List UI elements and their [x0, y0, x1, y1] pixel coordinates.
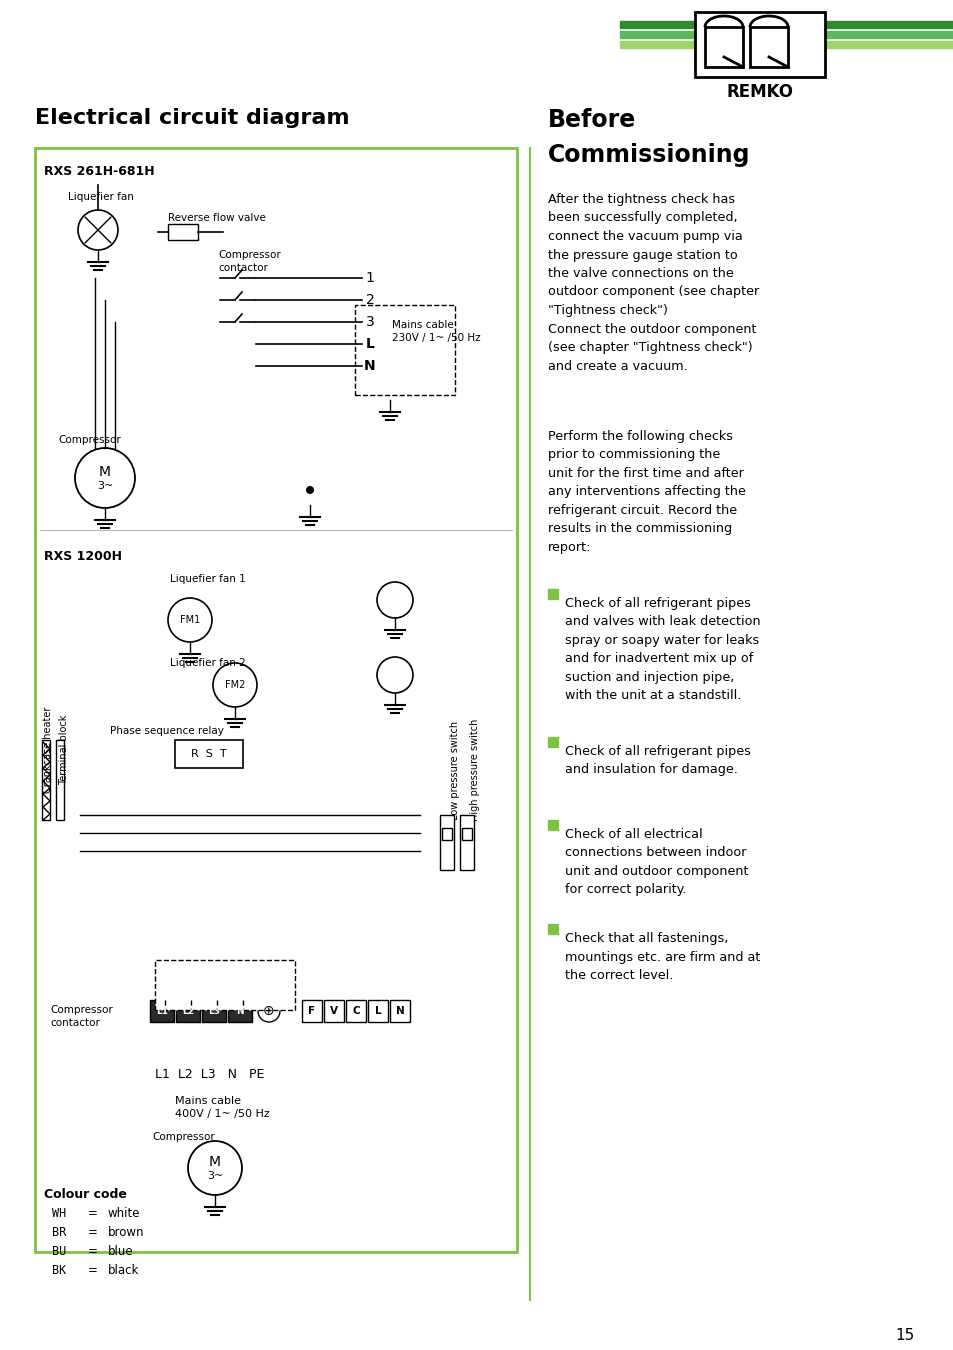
Text: L2: L2 — [182, 1007, 193, 1015]
Bar — [368, 1000, 388, 1022]
Text: =: = — [88, 1207, 98, 1220]
Text: Colour code: Colour code — [44, 1188, 127, 1202]
Text: Compressor
contactor: Compressor contactor — [50, 1004, 112, 1029]
Text: brown: brown — [108, 1226, 144, 1239]
Text: 3~: 3~ — [97, 481, 113, 491]
Text: Phase sequence relay: Phase sequence relay — [110, 726, 224, 736]
Bar — [619, 40, 953, 49]
Bar — [175, 1000, 200, 1022]
Bar — [154, 960, 294, 1010]
Text: R  S  T: R S T — [191, 749, 227, 759]
Bar — [168, 224, 198, 240]
Bar — [547, 923, 558, 934]
Text: 3: 3 — [365, 315, 374, 329]
Text: L: L — [375, 1006, 381, 1017]
Bar — [324, 1000, 344, 1022]
Text: L1  L2  L3   N   PE: L1 L2 L3 N PE — [154, 1068, 264, 1081]
Text: High pressure switch: High pressure switch — [470, 718, 479, 821]
Text: Terminal block: Terminal block — [59, 714, 69, 786]
Text: Compressor: Compressor — [58, 435, 121, 446]
Text: RXS 261H-681H: RXS 261H-681H — [44, 165, 154, 178]
Bar — [619, 31, 953, 38]
Text: white: white — [108, 1207, 140, 1220]
Text: blue: blue — [108, 1245, 133, 1258]
Text: Electrical circuit diagram: Electrical circuit diagram — [35, 108, 349, 128]
Text: Perform the following checks
prior to commissioning the
unit for the first time : Perform the following checks prior to co… — [547, 431, 745, 554]
Text: L3: L3 — [208, 1007, 220, 1015]
Bar — [302, 1000, 322, 1022]
Text: BU: BU — [52, 1245, 66, 1258]
Text: BK: BK — [52, 1264, 66, 1277]
Text: BR: BR — [52, 1226, 66, 1239]
Bar — [174, 740, 243, 768]
Bar — [749, 27, 787, 68]
Text: L1: L1 — [156, 1007, 168, 1015]
Bar — [56, 740, 64, 819]
Text: V: V — [330, 1006, 337, 1017]
Text: 2: 2 — [365, 293, 374, 306]
Text: Liquefier fan 1: Liquefier fan 1 — [170, 574, 246, 585]
Text: C: C — [352, 1006, 359, 1017]
Bar — [619, 22, 953, 28]
Bar — [228, 1000, 252, 1022]
Text: Liquefier fan: Liquefier fan — [68, 192, 133, 202]
Bar — [695, 12, 824, 77]
Text: Compressor: Compressor — [152, 1133, 214, 1142]
Bar — [441, 828, 452, 840]
Text: =: = — [88, 1245, 98, 1258]
Text: Check of all electrical
connections between indoor
unit and outdoor component
fo: Check of all electrical connections betw… — [564, 828, 748, 896]
Circle shape — [257, 1000, 280, 1022]
Text: N: N — [395, 1006, 404, 1017]
Bar — [547, 589, 558, 599]
Text: M: M — [99, 464, 111, 479]
Bar — [459, 815, 474, 869]
Bar — [346, 1000, 366, 1022]
Text: Low pressure switch: Low pressure switch — [450, 721, 459, 819]
Bar — [461, 828, 472, 840]
Text: Compressor
contactor: Compressor contactor — [218, 250, 280, 273]
Bar — [42, 740, 50, 819]
Text: =: = — [88, 1226, 98, 1239]
Text: Liquefier fan 2: Liquefier fan 2 — [170, 657, 246, 668]
Bar — [547, 819, 558, 830]
Text: F: F — [308, 1006, 315, 1017]
Text: 15: 15 — [895, 1327, 914, 1342]
Circle shape — [306, 486, 314, 494]
Bar — [150, 1000, 173, 1022]
Bar — [35, 148, 517, 1251]
Text: RXS 1200H: RXS 1200H — [44, 549, 122, 563]
Text: Crankcase heater: Crankcase heater — [43, 707, 53, 794]
Text: N: N — [364, 359, 375, 373]
Text: ⊕: ⊕ — [263, 1004, 274, 1018]
Bar — [202, 1000, 226, 1022]
Text: Check that all fastenings,
mountings etc. are firm and at
the correct level.: Check that all fastenings, mountings etc… — [564, 931, 760, 981]
Bar — [355, 305, 455, 396]
Text: N: N — [236, 1007, 244, 1015]
Bar — [547, 737, 558, 747]
Text: FM2: FM2 — [225, 680, 245, 690]
Text: Commissioning: Commissioning — [547, 143, 750, 167]
Text: Check of all refrigerant pipes
and valves with leak detection
spray or soapy wat: Check of all refrigerant pipes and valve… — [564, 597, 760, 702]
Bar — [704, 27, 742, 68]
Text: Check of all refrigerant pipes
and insulation for damage.: Check of all refrigerant pipes and insul… — [564, 745, 750, 776]
Bar — [439, 815, 454, 869]
Text: 3~: 3~ — [207, 1170, 223, 1181]
Text: WH: WH — [52, 1207, 66, 1220]
Text: Mains cable
230V / 1~ /50 Hz: Mains cable 230V / 1~ /50 Hz — [392, 320, 480, 343]
Text: REMKO: REMKO — [726, 82, 793, 101]
Text: black: black — [108, 1264, 139, 1277]
Text: Mains cable
400V / 1~ /50 Hz: Mains cable 400V / 1~ /50 Hz — [174, 1096, 270, 1119]
Text: 1: 1 — [365, 271, 374, 285]
Bar — [390, 1000, 410, 1022]
Text: M: M — [209, 1156, 221, 1169]
Text: L: L — [365, 338, 374, 351]
Text: FM1: FM1 — [180, 616, 200, 625]
Text: Before: Before — [547, 108, 636, 132]
Text: =: = — [88, 1264, 98, 1277]
Text: Reverse flow valve: Reverse flow valve — [168, 213, 266, 223]
Text: After the tightness check has
been successfully completed,
connect the vacuum pu: After the tightness check has been succe… — [547, 193, 759, 373]
